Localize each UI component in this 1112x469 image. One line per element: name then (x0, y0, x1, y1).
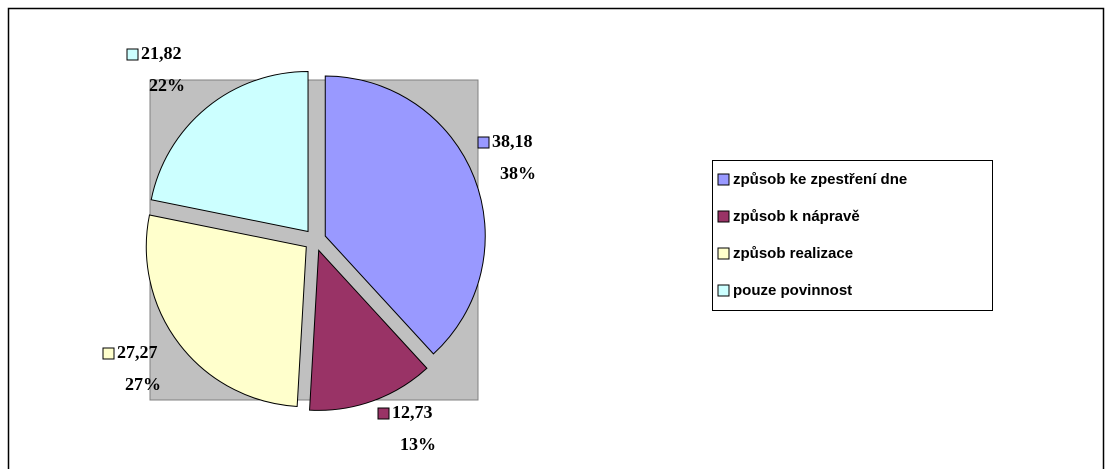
legend-label: pouze povinnost (733, 282, 852, 299)
value-label: 12,73 (392, 402, 433, 422)
percent-label: 27% (125, 374, 161, 394)
pie-slice (150, 70, 309, 233)
pie-slice (324, 75, 486, 355)
percent-label: 13% (400, 434, 436, 454)
legend-label: způsob ke zpestření dne (733, 171, 907, 188)
legend-key (717, 284, 730, 297)
label-key (377, 407, 390, 420)
legend-key (717, 210, 730, 223)
legend-label: způsob realizace (733, 245, 853, 262)
legend-label: způsob k nápravě (733, 208, 860, 225)
percent-label: 38% (500, 163, 536, 183)
pie-slice (309, 249, 428, 411)
value-label: 27,27 (117, 342, 158, 362)
percent-label: 22% (149, 75, 185, 95)
label-key (126, 48, 139, 61)
legend (712, 160, 993, 311)
value-label: 21,82 (141, 43, 182, 63)
label-key (102, 347, 115, 360)
label-key (477, 136, 490, 149)
value-label: 38,18 (492, 131, 533, 151)
pie-slice (145, 214, 307, 407)
legend-key (717, 173, 730, 186)
legend-key (717, 247, 730, 260)
